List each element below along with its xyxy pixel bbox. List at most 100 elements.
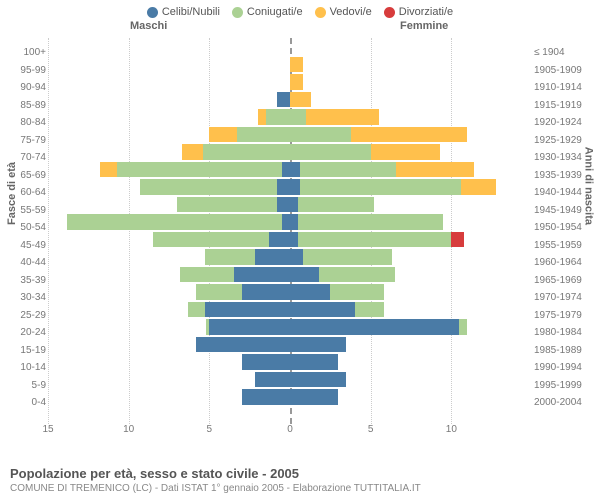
- pyramid-row: [48, 371, 532, 389]
- birthyear-label: 1985-1989: [534, 342, 600, 360]
- age-label: 0-4: [0, 394, 46, 412]
- legend-label: Coniugati/e: [247, 6, 303, 18]
- x-tick: 15: [42, 424, 53, 435]
- birthyear-label: 1925-1929: [534, 132, 600, 150]
- birthyear-label: 1940-1944: [534, 184, 600, 202]
- age-label: 75-79: [0, 132, 46, 150]
- bar-male: [237, 127, 290, 143]
- pyramid-row: [48, 91, 532, 109]
- birthyear-label: 1975-1979: [534, 307, 600, 325]
- bar-male: [258, 109, 266, 125]
- bar-female: [290, 389, 338, 405]
- bar-female: [290, 249, 303, 265]
- bar-male: [255, 249, 290, 265]
- bar-male: [209, 127, 236, 143]
- bar-male: [153, 232, 269, 248]
- birthyear-label: 1955-1959: [534, 237, 600, 255]
- bar-male: [277, 179, 290, 195]
- x-axis: 151050510: [48, 424, 532, 440]
- birthyear-label: 1905-1909: [534, 62, 600, 80]
- bar-female: [290, 74, 303, 90]
- bar-female: [396, 162, 473, 178]
- bar-female: [303, 249, 392, 265]
- bar-female: [290, 232, 298, 248]
- bar-male: [234, 267, 290, 283]
- legend-label: Celibi/Nubili: [162, 6, 220, 18]
- bar-female: [300, 179, 461, 195]
- bar-female: [290, 92, 311, 108]
- bar-male: [277, 92, 290, 108]
- pyramid-row: [48, 56, 532, 74]
- age-label: 40-44: [0, 254, 46, 272]
- age-label: 95-99: [0, 62, 46, 80]
- bar-female: [330, 284, 383, 300]
- bar-female: [290, 302, 355, 318]
- age-label: 50-54: [0, 219, 46, 237]
- bar-female: [290, 337, 346, 353]
- birthyear-label: ≤ 1904: [534, 44, 600, 62]
- pyramid-row: [48, 38, 532, 56]
- bar-female: [298, 232, 451, 248]
- bar-male: [188, 302, 204, 318]
- bar-male: [205, 302, 291, 318]
- age-label: 30-34: [0, 289, 46, 307]
- age-label: 100+: [0, 44, 46, 62]
- bar-male: [100, 162, 118, 178]
- bar-male: [266, 109, 290, 125]
- birthyear-label: 1935-1939: [534, 167, 600, 185]
- footer: Popolazione per età, sesso e stato civil…: [10, 466, 590, 494]
- legend: Celibi/Nubili Coniugati/e Vedovi/e Divorzia…: [0, 0, 600, 20]
- bar-female: [290, 127, 351, 143]
- column-headers: Maschi Femmine: [0, 20, 600, 38]
- chart-title: Popolazione per età, sesso e stato civil…: [10, 466, 590, 481]
- bar-male: [177, 197, 277, 213]
- legend-label: Vedovi/e: [330, 6, 372, 18]
- bar-male: [277, 197, 290, 213]
- bar-female: [298, 197, 374, 213]
- age-label: 90-94: [0, 79, 46, 97]
- age-label: 20-24: [0, 324, 46, 342]
- bar-female: [290, 214, 298, 230]
- legend-item: Coniugati/e: [232, 6, 303, 18]
- bar-male: [196, 284, 241, 300]
- pyramid-row: [48, 161, 532, 179]
- bar-female: [451, 232, 464, 248]
- pyramid-row: [48, 213, 532, 231]
- pyramid-row: [48, 388, 532, 406]
- bar-female: [290, 179, 300, 195]
- bar-female: [290, 354, 338, 370]
- birthyear-label: 2000-2004: [534, 394, 600, 412]
- bar-female: [290, 144, 371, 160]
- age-label: 85-89: [0, 97, 46, 115]
- pyramid-row: [48, 73, 532, 91]
- bar-male: [269, 232, 290, 248]
- bar-female: [298, 214, 443, 230]
- birthyear-label: 1970-1974: [534, 289, 600, 307]
- age-label: 5-9: [0, 377, 46, 395]
- chart-plot-area: [48, 38, 532, 424]
- header-male: Maschi: [130, 20, 167, 32]
- legend-swatch: [384, 7, 395, 18]
- birthyear-label: 1980-1984: [534, 324, 600, 342]
- pyramid-row: [48, 126, 532, 144]
- legend-label: Divorziati/e: [399, 6, 453, 18]
- bar-female: [290, 372, 346, 388]
- age-label: 70-74: [0, 149, 46, 167]
- legend-item: Divorziati/e: [384, 6, 453, 18]
- birthyear-label: 1995-1999: [534, 377, 600, 395]
- legend-swatch: [232, 7, 243, 18]
- birthyear-label: 1965-1969: [534, 272, 600, 290]
- bar-female: [351, 127, 467, 143]
- pyramid-row: [48, 231, 532, 249]
- pyramid-row: [48, 178, 532, 196]
- birthyear-label: 1910-1914: [534, 79, 600, 97]
- bar-rows: [48, 38, 532, 424]
- bar-male: [196, 337, 290, 353]
- legend-swatch: [315, 7, 326, 18]
- x-tick: 10: [446, 424, 457, 435]
- bar-male: [205, 249, 255, 265]
- bar-female: [371, 144, 440, 160]
- bar-male: [282, 162, 290, 178]
- chart-subtitle: COMUNE DI TREMENICO (LC) - Dati ISTAT 1°…: [10, 483, 590, 494]
- header-female: Femmine: [400, 20, 448, 32]
